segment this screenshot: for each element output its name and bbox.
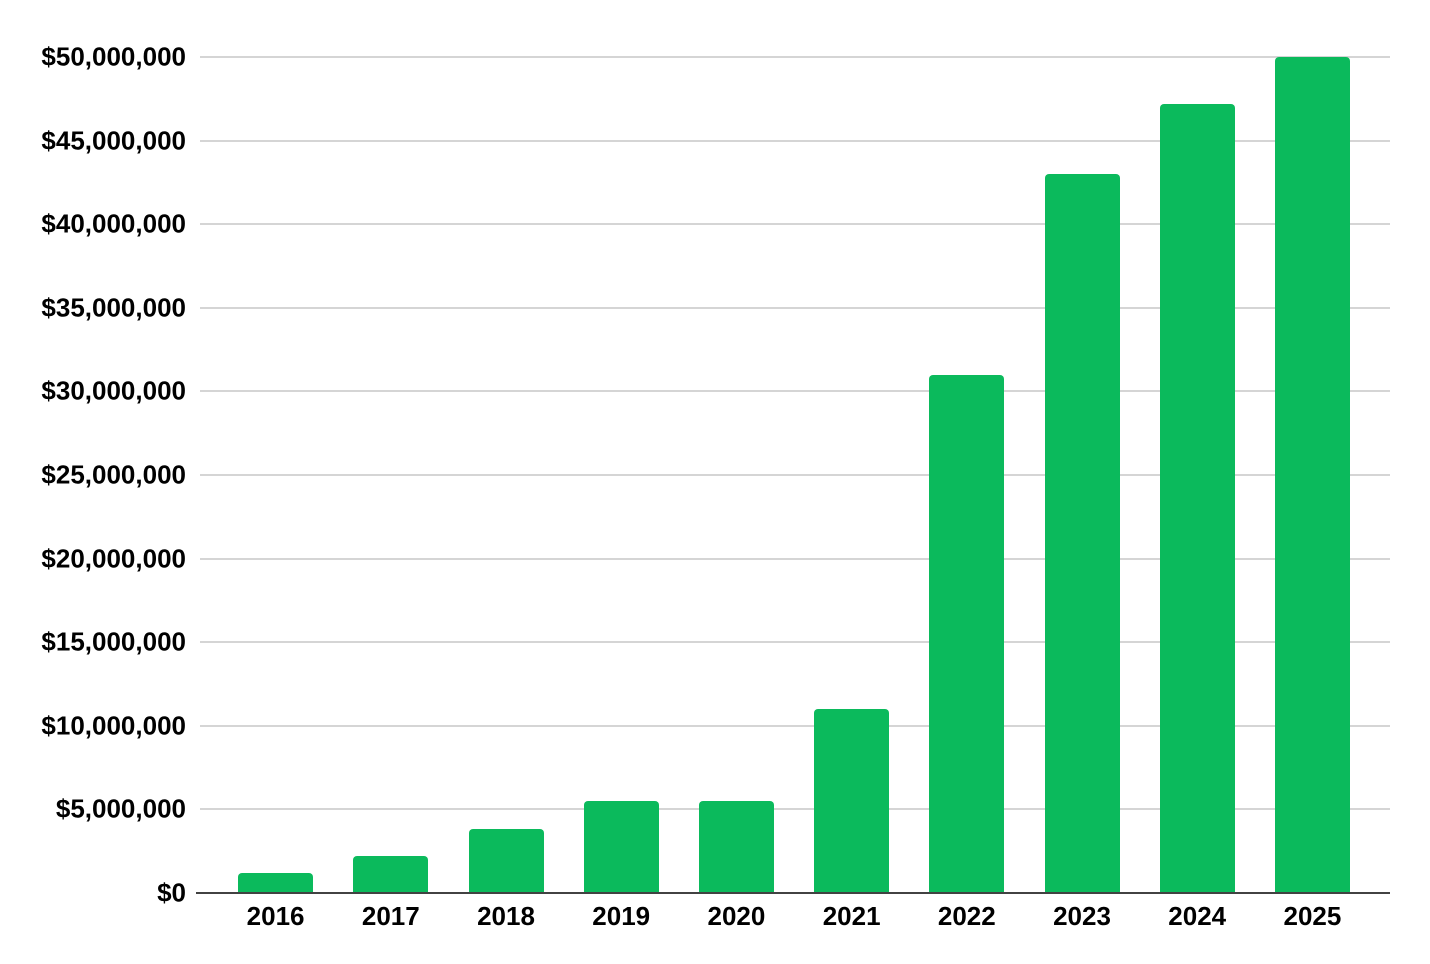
x-tick-label-2016: 2016 [246,901,305,931]
gridline [200,474,1390,476]
bar-slot-2019 [564,57,679,893]
gridline [200,390,1390,393]
x-tick-label-2019: 2019 [592,901,651,931]
gridline [200,808,1390,811]
x-tick-label-2021: 2021 [822,901,881,931]
gridline [200,139,1390,142]
bar-slot-2018 [448,57,563,893]
gridline [200,641,1390,644]
plot-area [196,56,1390,894]
gridline [200,557,1390,560]
bar-slot-2021 [794,57,909,893]
y-tick-label: $10,000,000 [41,710,186,741]
bar-slot-2016 [218,57,333,893]
gridline [200,724,1390,727]
y-tick-label: $35,000,000 [41,292,186,323]
x-tick-label-2020: 2020 [707,901,766,931]
y-tick-label: $20,000,000 [41,543,186,574]
bar-2018 [468,829,544,893]
y-tick-label: $5,000,000 [55,793,186,824]
bar-slot-2020 [679,57,794,893]
bar-slot-2024 [1140,57,1255,893]
x-tick-label-2017: 2017 [361,901,420,931]
x-tick-label-2023: 2023 [1053,901,1111,931]
y-tick-label: $25,000,000 [41,459,186,490]
y-tick-label: $40,000,000 [41,208,186,239]
y-tick-label: $0 [157,877,186,908]
x-tick-label-2018: 2018 [477,901,535,931]
bar-2017 [353,856,429,893]
x-axis-line [196,892,1390,894]
bar-2019 [583,801,659,893]
bar-2020 [698,801,774,893]
bar-2024 [1159,103,1235,893]
bar-slot-2025 [1255,57,1370,893]
y-tick-label: $45,000,000 [41,125,186,156]
bar-slot-2022 [909,57,1024,893]
x-tick-label-2024: 2024 [1168,901,1227,931]
gridline [200,306,1390,309]
x-tick-label-2025: 2025 [1283,901,1342,931]
bar-2021 [814,709,890,893]
x-tick-label-2022: 2022 [937,901,996,931]
y-tick-label: $30,000,000 [41,375,186,406]
bar-2023 [1044,174,1120,893]
gridline [200,56,1390,58]
y-axis: $0 $5,000,000 $10,000,000 $15,000,000 $20,00… [0,0,186,964]
gridline [200,223,1390,226]
y-tick-label: $15,000,000 [41,626,186,657]
bar-2016 [238,872,314,893]
x-axis: 2016 2017 2018 2019 2020 2021 2022 2023 2024 2025 [200,901,1390,932]
bars-container [200,57,1390,893]
bar-2025 [1274,57,1350,893]
bar-slot-2017 [333,57,448,893]
bar-2022 [929,374,1005,893]
bar-slot-2023 [1024,57,1139,893]
y-tick-label: $50,000,000 [41,41,186,72]
